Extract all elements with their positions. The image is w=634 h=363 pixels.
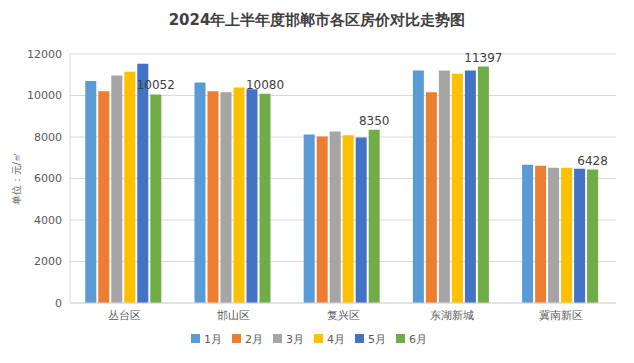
html-text:5月: 5月 <box>368 333 386 346</box>
svg-text:6000: 6000 <box>34 172 62 185</box>
svg-text:8350: 8350 <box>359 114 390 128</box>
html-text:3月: 3月 <box>286 333 304 346</box>
svg-text:丛台区: 丛台区 <box>108 309 141 322</box>
html-text:4月: 4月 <box>327 333 345 346</box>
svg-text:8000: 8000 <box>34 131 62 144</box>
html-text:2024年上半年度邯郸市各区房价对比走势图: 2024年上半年度邯郸市各区房价对比走势图 <box>168 11 466 29</box>
svg-text:东湖新城: 东湖新城 <box>430 309 474 322</box>
svg-text:冀南新区: 冀南新区 <box>539 309 583 322</box>
svg-text:4000: 4000 <box>34 214 62 227</box>
svg-text:10080: 10080 <box>246 78 284 92</box>
svg-text:6428: 6428 <box>577 154 608 168</box>
svg-text:12000: 12000 <box>27 48 62 61</box>
svg-text:10052: 10052 <box>137 78 175 92</box>
svg-text:11397: 11397 <box>464 51 502 65</box>
svg-text:0: 0 <box>55 297 62 310</box>
html-text:6月: 6月 <box>409 333 427 346</box>
svg-text:2000: 2000 <box>34 255 62 268</box>
html-text:2月: 2月 <box>245 333 263 346</box>
html-text:1月: 1月 <box>204 333 222 346</box>
svg-text:单位：元/㎡: 单位：元/㎡ <box>11 152 22 205</box>
svg-text:10000: 10000 <box>27 89 62 102</box>
svg-text:复兴区: 复兴区 <box>327 309 360 322</box>
svg-text:邯山区: 邯山区 <box>217 309 250 322</box>
